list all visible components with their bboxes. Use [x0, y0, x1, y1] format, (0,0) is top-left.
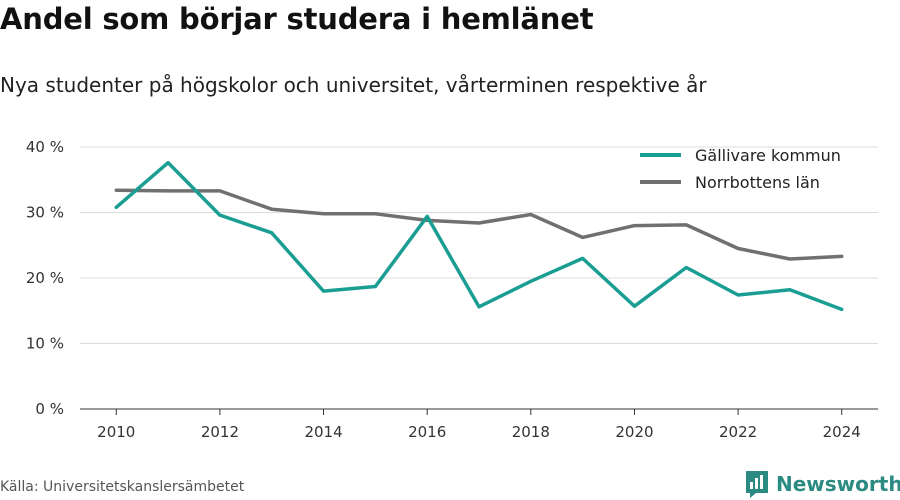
brand-name: Newsworthy [776, 472, 900, 496]
x-tick-label: 2012 [201, 423, 239, 441]
x-tick-label: 2016 [408, 423, 446, 441]
y-tick-label: 30 % [26, 204, 64, 222]
series-line-g-llivare-kommun [114, 160, 844, 312]
y-tick-label: 20 % [26, 269, 64, 287]
x-tick-label: 2022 [719, 423, 757, 441]
x-tick-label: 2010 [97, 423, 135, 441]
y-tick-label: 0 % [35, 400, 64, 418]
newsworthy-logo-icon [746, 471, 768, 498]
y-tick-label: 10 % [26, 335, 64, 353]
legend-label: Norrbottens län [695, 173, 820, 192]
legend-label: Gällivare kommun [695, 146, 841, 165]
x-tick-label: 2014 [304, 423, 342, 441]
brand-logo[interactable]: Newsworthy [744, 469, 900, 499]
chart-subtitle: Nya studenter på högskolor och universit… [0, 73, 707, 97]
source-note: Källa: Universitetskanslersämbetet [0, 479, 245, 495]
chart-title: Andel som börjar studera i hemlänet [0, 2, 594, 36]
x-tick-label: 2018 [512, 423, 550, 441]
y-tick-label: 40 % [26, 138, 64, 156]
x-tick-label: 2020 [615, 423, 653, 441]
series-line-norrbottens-l-n [114, 188, 844, 261]
line-chart: 0 % 10 % 20 % 30 % 40 % 2010 2012 2014 2016 2018 2… [26, 138, 878, 441]
x-tick-label: 2024 [823, 423, 861, 441]
